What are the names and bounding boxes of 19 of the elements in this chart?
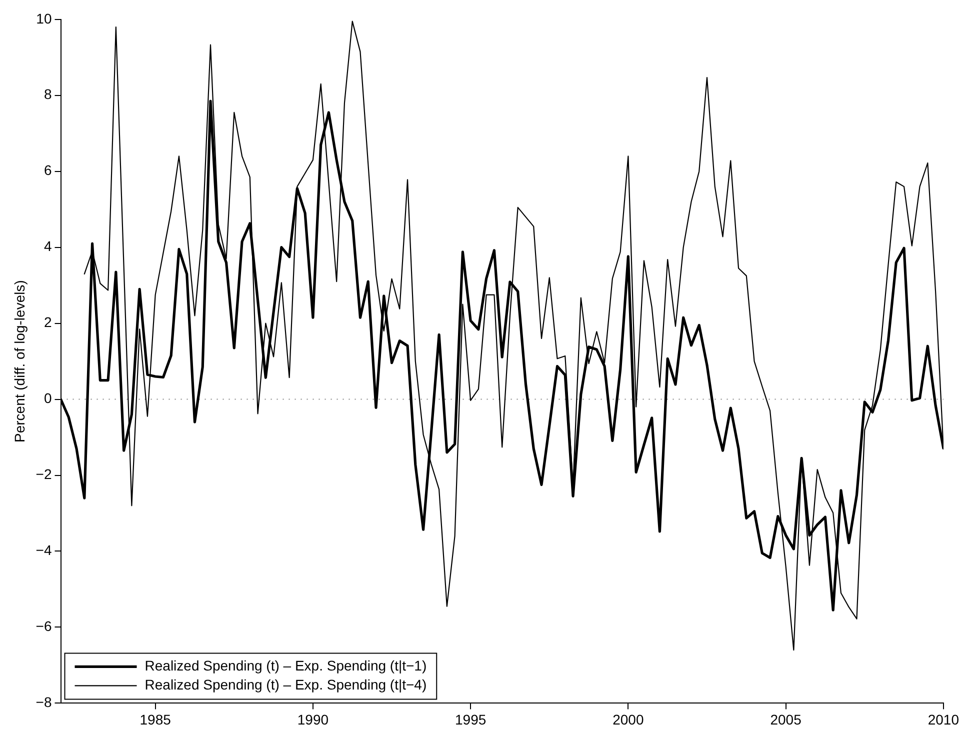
legend-label: Realized Spending (t) – Exp. Spending (t|t−4) xyxy=(144,676,427,693)
y-tick-label: −4 xyxy=(36,542,52,558)
y-tick-label: −6 xyxy=(36,618,52,634)
y-tick-label: −2 xyxy=(36,466,52,482)
x-tick-label: 2005 xyxy=(770,711,802,728)
y-tick-label: 0 xyxy=(44,390,52,406)
y-tick-label: −8 xyxy=(36,694,52,710)
y-tick-label: 6 xyxy=(44,162,52,178)
x-tick-label: 1985 xyxy=(140,711,172,728)
y-tick-label: 4 xyxy=(44,238,52,254)
y-tick-label: 10 xyxy=(36,10,52,26)
x-tick-label: 1990 xyxy=(297,711,329,728)
x-tick-label: 2000 xyxy=(612,711,644,728)
x-tick-label: 1995 xyxy=(454,711,486,728)
y-axis-title: Percent (diff. of log-levels) xyxy=(11,280,28,442)
y-tick-label: 2 xyxy=(44,314,52,330)
x-tick-label: 2010 xyxy=(928,711,960,728)
y-tick-label: 8 xyxy=(44,86,52,102)
legend-label: Realized Spending (t) – Exp. Spending (t|t−1) xyxy=(144,658,427,674)
